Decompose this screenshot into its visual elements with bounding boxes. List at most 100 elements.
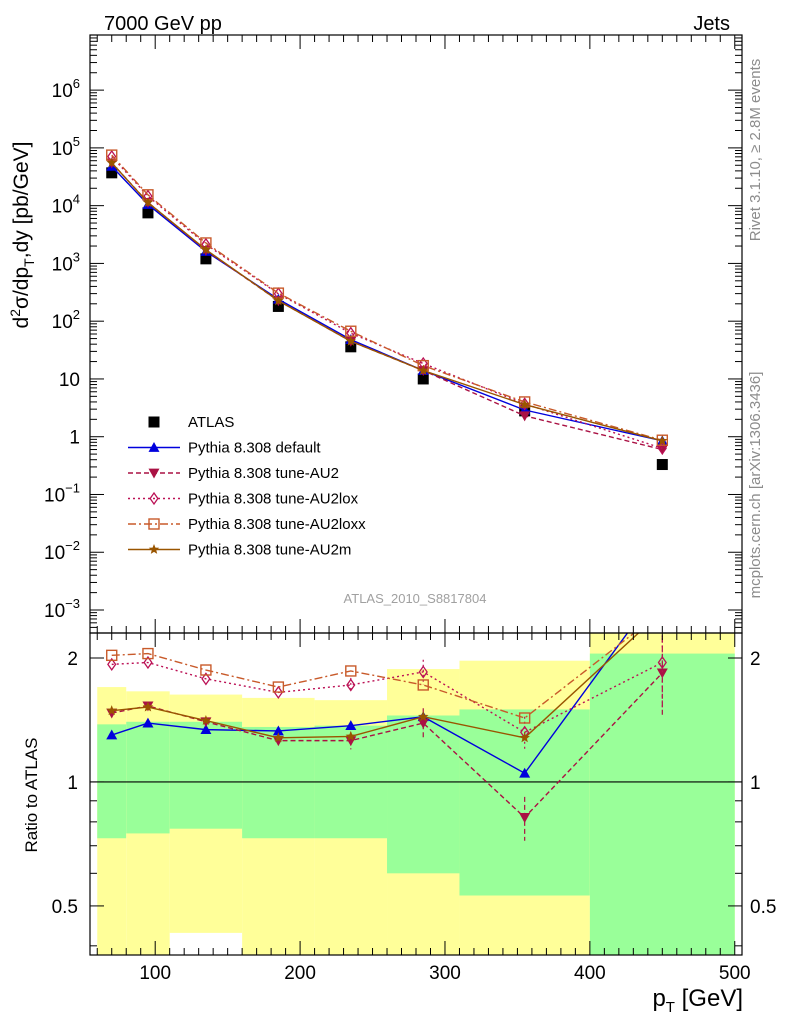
main-line-5 (111, 162, 663, 442)
ratio-point-1-7 (656, 668, 668, 679)
main-point-5-4 (345, 335, 356, 346)
ratio-line-2 (111, 661, 663, 734)
main-ytick-label: 102 (52, 307, 80, 333)
ratio-point-4-7 (657, 606, 667, 616)
ratio-point-0-2 (200, 724, 212, 735)
legend-item-0[interactable]: ATLAS (148, 414, 235, 431)
legend-item-4[interactable]: Pythia 8.308 tune-AU2loxx (128, 516, 366, 533)
legend-item-2[interactable]: Pythia 8.308 tune-AU2 (128, 465, 339, 482)
ratio-ytick-label-right: 2 (750, 649, 761, 670)
analysis-label: ATLAS_2010_S8817804 (344, 591, 487, 606)
ratio-point-3-6 (518, 712, 531, 724)
ratio-point-2-2 (201, 672, 211, 686)
ratio-point-2-1 (143, 655, 153, 670)
ratio-ytick-label: 1 (67, 773, 78, 794)
main-ytick-label: 106 (52, 76, 80, 102)
ratio-point-1-4 (345, 736, 357, 747)
main-series-2 (106, 158, 668, 456)
main-y-axis-label: d2σ/dpT,dy [pb/GeV] (7, 142, 37, 329)
ratio-band-green (97, 724, 127, 839)
legend-label-2: Pythia 8.308 tune-AU2 (188, 465, 339, 482)
rivet-version-label: Rivet 3.1.10, ≥ 2.8M events (747, 59, 764, 242)
main-point-0-1 (142, 207, 154, 219)
main-point-0-0 (106, 167, 118, 179)
ratio-point-2-7 (657, 655, 667, 670)
legend-label-3: Pythia 8.308 tune-AU2lox (188, 491, 359, 508)
legend-marker-0 (148, 416, 160, 428)
ratio-line-3 (111, 633, 636, 719)
ratio-point-4-5 (418, 711, 429, 722)
ratio-band-green (459, 709, 590, 896)
ratio-point-4-3 (273, 732, 284, 743)
ratio-ytick-label: 0.5 (52, 897, 78, 918)
main-ytick-label: 10−2 (44, 538, 80, 564)
main-point-4-7 (656, 434, 669, 446)
ratio-point-3-3 (272, 681, 285, 693)
main-point-5-6 (519, 399, 530, 409)
main-point-5-1 (142, 197, 154, 207)
ratio-band-green (126, 721, 170, 834)
ratio-ytick-label-right: 0.5 (750, 897, 776, 918)
main-point-3-6 (520, 397, 530, 411)
main-line-3 (111, 156, 663, 449)
ratio-point-0-1 (142, 717, 154, 728)
main-series-1 (106, 160, 668, 446)
x-tick-label: 500 (719, 963, 751, 984)
ratio-point-4-0 (106, 705, 117, 716)
x-tick-label: 100 (139, 963, 171, 984)
legend-item-1[interactable]: Pythia 8.308 default (128, 440, 321, 457)
main-ytick-label: 105 (52, 134, 80, 160)
ratio-band-green (169, 721, 243, 829)
main-point-5-7 (657, 435, 668, 446)
ratio-point-0-4 (345, 720, 357, 731)
main-point-0-5 (417, 373, 429, 385)
main-series-5 (106, 157, 668, 446)
main-line-4 (111, 154, 663, 441)
ratio-point-2-3 (273, 685, 283, 700)
main-point-0-4 (345, 341, 357, 353)
x-tick-label: 300 (429, 963, 461, 984)
ratio-point-2-4 (346, 678, 356, 692)
ratio-point-3-0 (106, 649, 118, 662)
legend-label-4: Pythia 8.308 tune-AU2loxx (188, 516, 366, 533)
main-series-4 (106, 149, 669, 446)
legend-label-5: Pythia 8.308 tune-AU2m (188, 542, 351, 559)
legend-item-5[interactable]: Pythia 8.308 tune-AU2m (128, 542, 351, 559)
ratio-line-4 (111, 633, 640, 739)
legend-label-1: Pythia 8.308 default (188, 440, 321, 457)
legend-marker-1 (148, 442, 160, 452)
main-point-5-5 (418, 365, 429, 375)
ratio-line-1 (111, 672, 663, 819)
main-point-5-2 (200, 244, 212, 255)
main-ytick-label: 10 (59, 370, 80, 391)
legend-label-0: ATLAS (188, 414, 234, 431)
ratio-line-0 (111, 633, 629, 775)
ratio-series-3 (106, 633, 636, 724)
main-point-0-3 (272, 300, 284, 312)
ratio-ytick-label-right: 1 (750, 773, 761, 794)
ratio-band-green (387, 715, 460, 874)
legend-marker-4 (148, 518, 160, 530)
header-right: Jets (693, 13, 730, 35)
ratio-point-1-5 (417, 718, 429, 729)
legend-marker-5 (148, 544, 160, 554)
main-series-3 (107, 149, 667, 455)
header-left: 7000 GeV pp (104, 13, 222, 35)
legend-item-3[interactable]: Pythia 8.308 tune-AU2lox (128, 491, 359, 508)
main-point-5-0 (106, 157, 117, 168)
legend-marker-3 (149, 491, 159, 506)
main-ytick-label: 10−1 (44, 480, 80, 506)
x-tick-label: 400 (574, 963, 606, 984)
main-line-1 (111, 165, 663, 442)
ratio-point-3-1 (142, 647, 154, 660)
ratio-series-1 (106, 637, 668, 841)
ratio-series-4 (106, 606, 667, 743)
ratio-point-0-3 (272, 725, 284, 736)
main-point-0-7 (656, 459, 668, 471)
ratio-point-1-6 (519, 813, 531, 823)
x-tick-label: 200 (284, 963, 316, 984)
legend-marker-2 (148, 468, 160, 479)
main-point-0-2 (200, 253, 212, 265)
ratio-point-0-7 (657, 580, 668, 590)
